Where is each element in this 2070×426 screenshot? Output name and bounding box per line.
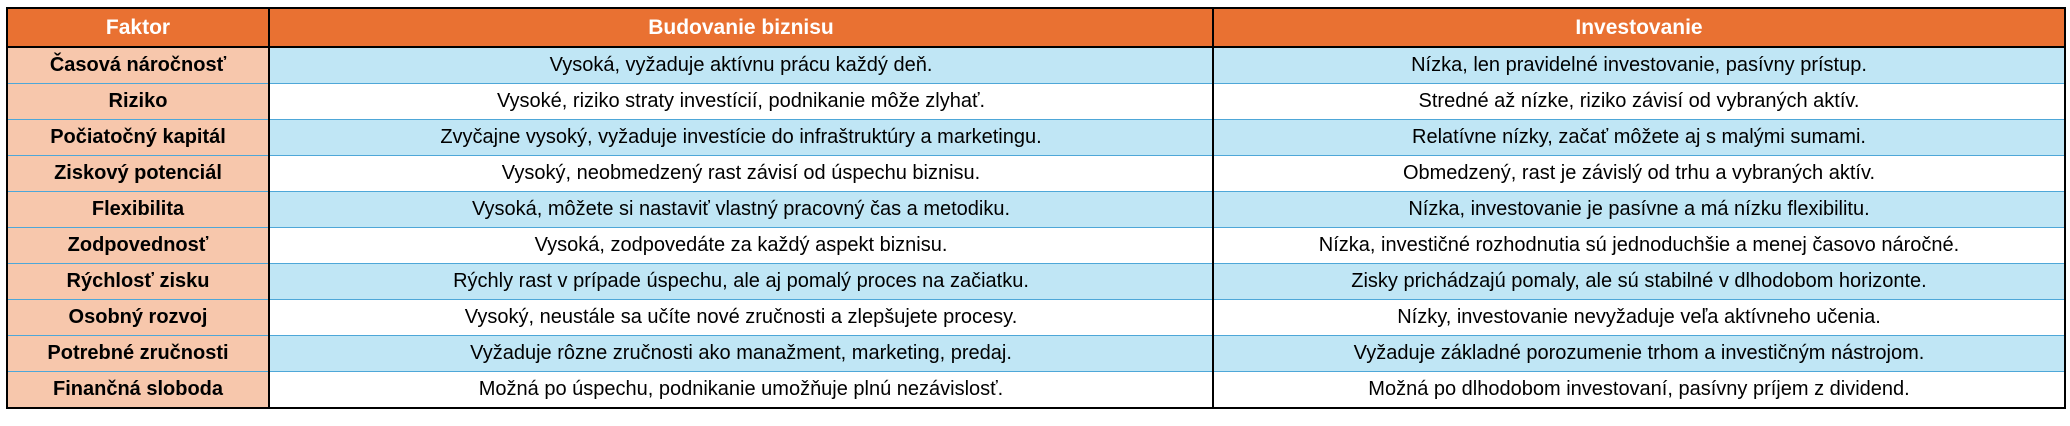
table-row: Riziko Vysoké, riziko straty investícií, …: [6, 83, 2066, 120]
table-row: Finančná sloboda Možná po úspechu, podnik…: [6, 371, 2066, 409]
business-cell[interactable]: Vysoká, môžete si nastaviť vlastný praco…: [268, 191, 1214, 228]
factor-cell[interactable]: Riziko: [6, 83, 270, 120]
business-cell[interactable]: Vysoké, riziko straty investícií, podnik…: [268, 83, 1214, 120]
business-cell[interactable]: Rýchly rast v prípade úspechu, ale aj po…: [268, 263, 1214, 300]
investing-cell[interactable]: Nízka, investovanie je pasívne a má nízk…: [1212, 191, 2066, 228]
comparison-table: Faktor Budovanie biznisu Investovanie Ča…: [6, 7, 2066, 409]
header-faktor[interactable]: Faktor: [6, 7, 270, 48]
table-row: Flexibilita Vysoká, môžete si nastaviť vl…: [6, 191, 2066, 228]
factor-cell[interactable]: Potrebné zručnosti: [6, 335, 270, 372]
factor-cell[interactable]: Finančná sloboda: [6, 371, 270, 409]
investing-cell[interactable]: Relatívne nízky, začať môžete aj s malým…: [1212, 119, 2066, 156]
factor-cell[interactable]: Ziskový potenciál: [6, 155, 270, 192]
factor-cell[interactable]: Rýchlosť zisku: [6, 263, 270, 300]
factor-cell[interactable]: Časová náročnosť: [6, 46, 270, 84]
business-cell[interactable]: Možná po úspechu, podnikanie umožňuje pl…: [268, 371, 1214, 409]
investing-cell[interactable]: Obmedzený, rast je závislý od trhu a vyb…: [1212, 155, 2066, 192]
business-cell[interactable]: Vysoký, neobmedzený rast závisí od úspec…: [268, 155, 1214, 192]
factor-cell[interactable]: Zodpovednosť: [6, 227, 270, 264]
investing-cell[interactable]: Nízka, len pravidelné investovanie, pasí…: [1212, 46, 2066, 84]
header-investovanie[interactable]: Investovanie: [1212, 7, 2066, 48]
table-row: Osobný rozvoj Vysoký, neustále sa učíte n…: [6, 299, 2066, 336]
investing-cell[interactable]: Nízky, investovanie nevyžaduje veľa aktí…: [1212, 299, 2066, 336]
business-cell[interactable]: Vysoký, neustále sa učíte nové zručnosti…: [268, 299, 1214, 336]
business-cell[interactable]: Vysoká, zodpovedáte za každý aspekt bizn…: [268, 227, 1214, 264]
table-row: Rýchlosť zisku Rýchly rast v prípade úspe…: [6, 263, 2066, 300]
table-row: Zodpovednosť Vysoká, zodpovedáte za každý…: [6, 227, 2066, 264]
factor-cell[interactable]: Flexibilita: [6, 191, 270, 228]
investing-cell[interactable]: Možná po dlhodobom investovaní, pasívny …: [1212, 371, 2066, 409]
investing-cell[interactable]: Nízka, investičné rozhodnutia sú jednodu…: [1212, 227, 2066, 264]
investing-cell[interactable]: Vyžaduje základné porozumenie trhom a in…: [1212, 335, 2066, 372]
investing-cell[interactable]: Stredné až nízke, riziko závisí od vybra…: [1212, 83, 2066, 120]
business-cell[interactable]: Zvyčajne vysoký, vyžaduje investície do …: [268, 119, 1214, 156]
table-row: Ziskový potenciál Vysoký, neobmedzený ras…: [6, 155, 2066, 192]
business-cell[interactable]: Vysoká, vyžaduje aktívnu prácu každý deň…: [268, 46, 1214, 84]
business-cell[interactable]: Vyžaduje rôzne zručnosti ako manažment, …: [268, 335, 1214, 372]
factor-cell[interactable]: Osobný rozvoj: [6, 299, 270, 336]
header-budovanie-biznisu[interactable]: Budovanie biznisu: [268, 7, 1214, 48]
table-row: Časová náročnosť Vysoká, vyžaduje aktívnu…: [6, 46, 2066, 84]
header-row: Faktor Budovanie biznisu Investovanie: [6, 7, 2066, 48]
factor-cell[interactable]: Počiatočný kapitál: [6, 119, 270, 156]
investing-cell[interactable]: Zisky prichádzajú pomaly, ale sú stabiln…: [1212, 263, 2066, 300]
table-row: Počiatočný kapitál Zvyčajne vysoký, vyžad…: [6, 119, 2066, 156]
table-row: Potrebné zručnosti Vyžaduje rôzne zručnos…: [6, 335, 2066, 372]
